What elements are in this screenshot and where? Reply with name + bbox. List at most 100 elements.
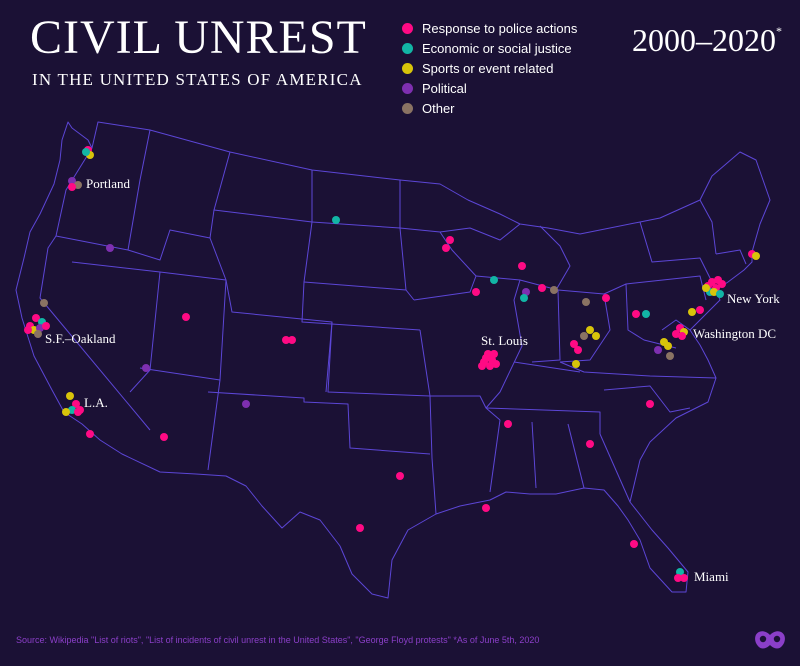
incident-marker-political	[68, 177, 76, 185]
incident-marker-sports	[572, 360, 580, 368]
incident-marker-police	[356, 524, 364, 532]
state-line	[39, 235, 151, 431]
incident-markers	[24, 146, 760, 582]
state-line	[489, 419, 501, 493]
incident-marker-sports	[664, 342, 672, 350]
state-line	[557, 289, 611, 363]
incident-marker-police	[504, 420, 512, 428]
state-line	[603, 385, 691, 413]
state-line	[599, 433, 631, 503]
us-outline	[15, 121, 771, 599]
incident-marker-political	[106, 244, 114, 252]
state-line	[127, 151, 231, 261]
incident-marker-sports	[62, 408, 70, 416]
state-line	[531, 421, 537, 489]
state-line	[699, 199, 717, 255]
incident-marker-police	[478, 362, 486, 370]
incident-marker-police	[586, 440, 594, 448]
incident-marker-sports	[752, 252, 760, 260]
state-line	[327, 321, 431, 397]
incident-marker-other	[666, 352, 674, 360]
city-label-la: L.A.	[84, 395, 108, 410]
incident-marker-economic	[82, 148, 90, 156]
incident-marker-police	[472, 288, 480, 296]
state-line	[303, 221, 407, 291]
incident-marker-economic	[716, 290, 724, 298]
incident-marker-police	[72, 400, 80, 408]
state-line	[207, 391, 431, 455]
state-line	[301, 281, 421, 331]
incident-marker-police	[288, 336, 296, 344]
legend-label: Economic or social justice	[422, 40, 572, 56]
state-line	[603, 283, 677, 349]
state-line	[485, 407, 601, 434]
incident-marker-sports	[688, 308, 696, 316]
incident-marker-police	[182, 313, 190, 321]
state-line	[399, 227, 477, 301]
incident-marker-police	[486, 362, 494, 370]
incident-marker-police	[24, 326, 32, 334]
incident-marker-police	[490, 350, 498, 358]
incident-marker-police	[396, 472, 404, 480]
incident-marker-police	[446, 236, 454, 244]
incident-marker-economic	[642, 310, 650, 318]
incident-marker-political	[242, 400, 250, 408]
incident-marker-police	[86, 430, 94, 438]
state-line	[213, 170, 313, 223]
legend-swatch	[402, 42, 413, 54]
state-borders	[15, 121, 771, 599]
incident-marker-police	[518, 262, 526, 270]
incident-marker-police	[570, 340, 578, 348]
legend-swatch	[402, 62, 413, 74]
state-line	[207, 379, 221, 471]
incident-marker-police	[632, 310, 640, 318]
incident-marker-police	[574, 346, 582, 354]
legend-item-police: Response to police actions	[402, 18, 577, 38]
incident-marker-police	[68, 183, 76, 191]
incident-marker-police	[602, 294, 610, 302]
state-line	[139, 271, 227, 381]
state-line	[519, 279, 561, 363]
state-line	[625, 275, 707, 301]
incident-marker-police	[442, 244, 450, 252]
incident-marker-police	[482, 504, 490, 512]
incident-marker-police	[678, 332, 686, 340]
state-line	[429, 395, 437, 515]
state-line	[419, 329, 501, 421]
state-line	[311, 180, 401, 229]
visual-capitalist-logo-icon	[755, 631, 785, 649]
state-line	[715, 249, 747, 265]
city-label-miami: Miami	[694, 569, 729, 584]
city-label-st-louis: St. Louis	[481, 333, 528, 348]
incident-marker-other	[580, 332, 588, 340]
incident-marker-political	[142, 364, 150, 372]
incident-marker-police	[282, 336, 290, 344]
incident-marker-police	[718, 280, 726, 288]
legend-item-political: Political	[402, 78, 577, 98]
state-line	[559, 361, 717, 379]
incident-marker-sports	[592, 332, 600, 340]
city-label-sf-oakland: S.F.–Oakland	[45, 331, 116, 346]
legend-label: Response to police actions	[422, 20, 578, 36]
incident-marker-police	[646, 400, 654, 408]
incident-marker-other	[582, 298, 590, 306]
map-subtitle: IN THE UNITED STATES OF AMERICA	[32, 70, 363, 89]
state-line	[127, 129, 151, 251]
incident-marker-other	[34, 330, 42, 338]
state-line	[661, 319, 691, 331]
state-line	[71, 261, 161, 393]
incident-marker-economic	[332, 216, 340, 224]
incident-marker-political	[654, 346, 662, 354]
map-title: CIVIL UNREST	[30, 11, 367, 64]
city-labels: Portland S.F.–Oakland L.A. St. Louis New…	[45, 176, 780, 584]
legend-swatch	[402, 102, 413, 114]
state-line	[209, 237, 227, 281]
incident-marker-economic	[490, 276, 498, 284]
incident-marker-police	[674, 574, 682, 582]
legend: Response to police actions Economic or s…	[402, 18, 577, 118]
incident-marker-sports	[702, 284, 710, 292]
incident-marker-police	[680, 574, 688, 582]
incident-marker-police	[42, 322, 50, 330]
incident-marker-sports	[66, 392, 74, 400]
